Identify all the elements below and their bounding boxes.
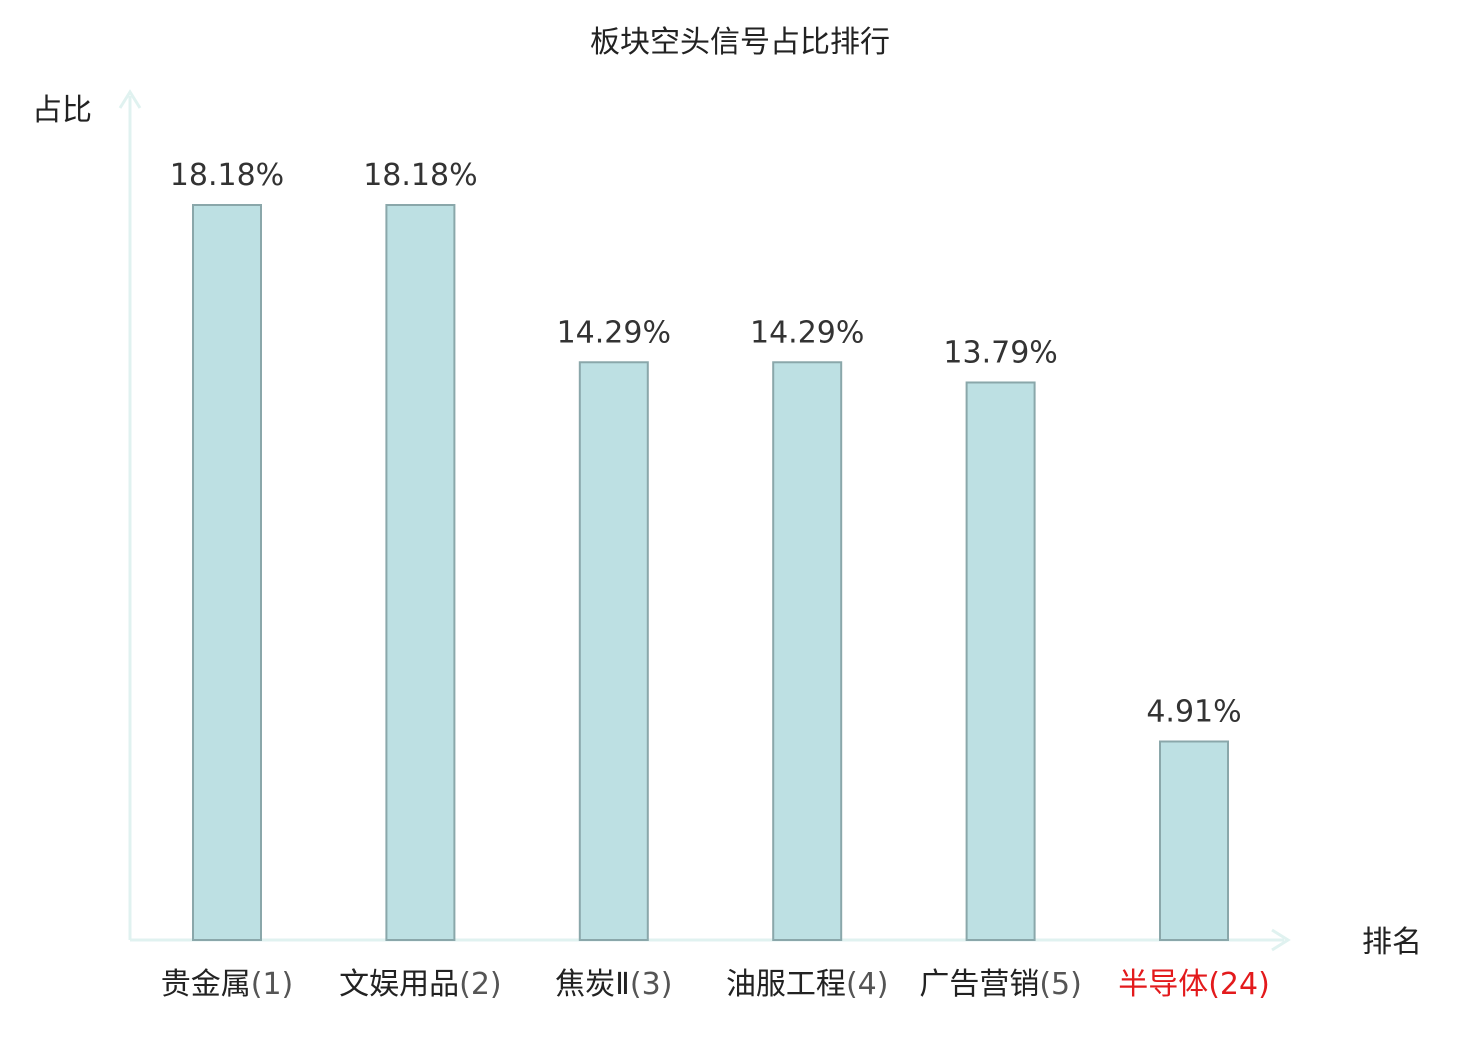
category-name-5: 广告营销 [919,967,1039,1002]
category-labels-group: 贵金属(1) 文娱用品(2) 焦炭Ⅱ(3) 油服工程(4) 广告营销(5) 半导体(24) [161,967,1270,1002]
category-name-1: 贵金属 [161,967,251,1002]
axes [118,89,1291,952]
category-label-2: 文娱用品(2) [339,967,502,1002]
bar-3 [578,361,649,941]
category-rank-1: (1) [251,967,294,1002]
value-label-4: 14.29% [750,315,864,350]
bar-6 [1159,740,1229,942]
value-label-5: 13.79% [943,335,1057,370]
category-rank-5: (5) [1039,967,1082,1002]
category-name-4: 油服工程 [726,967,846,1002]
category-name-6: 半导体 [1118,967,1208,1002]
category-name-3: 焦炭Ⅱ [555,967,630,1002]
y-axis-arrow [118,89,142,109]
chart-title: 板块空头信号占比排行 [590,25,890,60]
category-name-2: 文娱用品 [339,967,459,1002]
value-label-6: 4.91% [1146,694,1241,729]
category-label-4: 油服工程(4) [726,967,889,1002]
bar-4 [772,361,843,941]
category-rank-3: (3) [630,967,673,1002]
bar-5 [965,381,1036,941]
bar-2 [385,204,456,941]
category-label-6: 半导体(24) [1118,967,1270,1002]
value-labels-group: 18.18% 18.18% 14.29% 14.29% 13.79% 4.91% [170,158,1242,729]
value-label-3: 14.29% [557,315,671,350]
category-label-1: 贵金属(1) [161,967,294,1002]
bar-1 [192,204,262,941]
category-label-5: 广告营销(5) [919,967,1082,1002]
category-rank-2: (2) [459,967,502,1002]
category-label-3: 焦炭Ⅱ(3) [555,967,672,1002]
category-rank-4: (4) [846,967,889,1002]
x-axis-arrow [1271,928,1291,952]
value-label-1: 18.18% [170,158,284,193]
y-axis-label: 占比 [32,93,92,128]
value-label-2: 18.18% [363,158,477,193]
bars-group [192,204,1229,942]
category-rank-6: (24) [1208,967,1270,1002]
x-axis-label: 排名 [1362,925,1422,960]
